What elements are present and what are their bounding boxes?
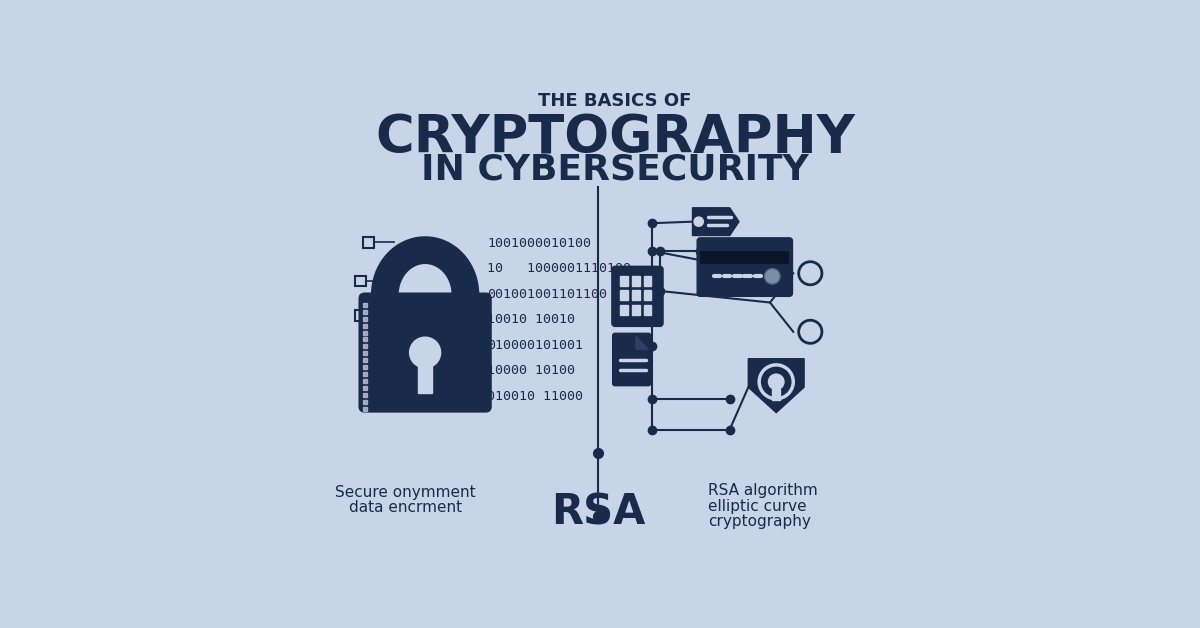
Polygon shape	[636, 335, 648, 349]
Text: 10000 10100: 10000 10100	[487, 364, 575, 377]
FancyBboxPatch shape	[632, 276, 640, 286]
FancyBboxPatch shape	[701, 251, 790, 264]
FancyBboxPatch shape	[612, 266, 664, 327]
Text: 001001001101100: 001001001101100	[487, 288, 607, 301]
Circle shape	[768, 374, 784, 389]
Text: CRYPTOGRAPHY: CRYPTOGRAPHY	[376, 112, 854, 165]
Text: RSA: RSA	[551, 491, 646, 533]
Text: THE BASICS OF: THE BASICS OF	[539, 92, 691, 111]
Text: 10010 10010: 10010 10010	[487, 313, 575, 327]
FancyBboxPatch shape	[643, 276, 652, 286]
FancyBboxPatch shape	[359, 293, 492, 413]
FancyBboxPatch shape	[632, 305, 640, 315]
Text: Secure onymment: Secure onymment	[336, 485, 476, 500]
FancyBboxPatch shape	[632, 290, 640, 300]
FancyBboxPatch shape	[643, 290, 652, 300]
Text: 010010 11000: 010010 11000	[487, 389, 583, 403]
Circle shape	[694, 217, 703, 226]
Text: 10   1000001110100: 10 1000001110100	[487, 263, 631, 276]
Text: cryptography: cryptography	[708, 514, 811, 529]
Text: RSA algorithm: RSA algorithm	[708, 484, 817, 499]
Text: 1001000010100: 1001000010100	[487, 237, 592, 250]
FancyBboxPatch shape	[620, 290, 628, 300]
FancyBboxPatch shape	[418, 364, 432, 393]
Circle shape	[409, 337, 440, 368]
Text: elliptic curve: elliptic curve	[708, 499, 806, 514]
FancyBboxPatch shape	[643, 305, 652, 315]
Polygon shape	[636, 335, 648, 349]
Polygon shape	[692, 208, 739, 236]
FancyBboxPatch shape	[613, 333, 650, 386]
FancyBboxPatch shape	[620, 305, 628, 315]
Text: data encrment: data encrment	[349, 501, 462, 516]
Text: IN CYBERSECURITY: IN CYBERSECURITY	[421, 153, 809, 187]
FancyBboxPatch shape	[773, 389, 780, 399]
FancyBboxPatch shape	[697, 238, 792, 296]
Polygon shape	[749, 359, 804, 413]
FancyBboxPatch shape	[620, 276, 628, 286]
Circle shape	[764, 269, 780, 284]
Text: 010000101001: 010000101001	[487, 338, 583, 352]
